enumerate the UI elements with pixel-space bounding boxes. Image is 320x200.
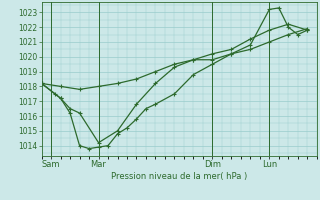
X-axis label: Pression niveau de la mer( hPa ): Pression niveau de la mer( hPa ) xyxy=(111,172,247,181)
